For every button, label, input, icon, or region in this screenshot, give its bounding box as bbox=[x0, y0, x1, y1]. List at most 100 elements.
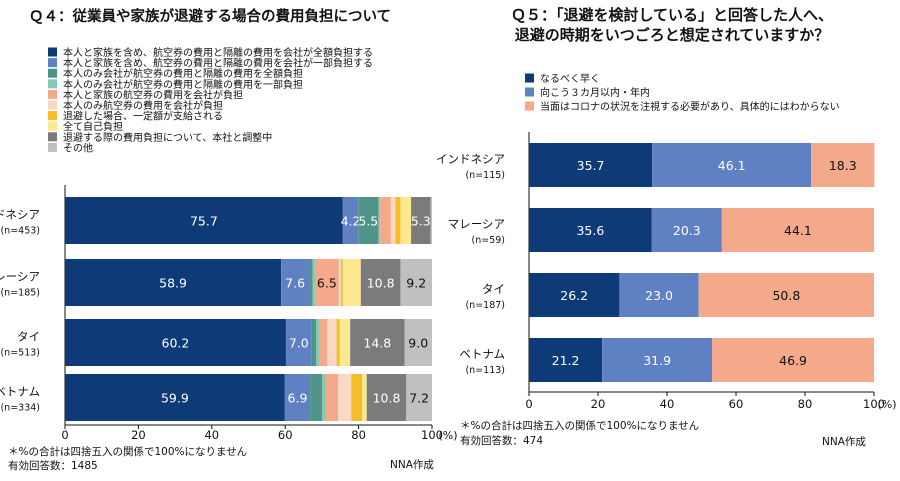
q4-category-label-2: マレーシア bbox=[0, 270, 40, 284]
q4-bar-2-seg-6 bbox=[338, 259, 341, 306]
q4-bar-2-seg-8 bbox=[342, 259, 361, 306]
q5-bar-4-seg-1-label: 21.2 bbox=[552, 353, 580, 368]
q4-bar-3-seg-4 bbox=[316, 319, 319, 366]
q4-bar-3-seg-8 bbox=[339, 319, 351, 366]
q4-chart-title: Ｑ４：従業員や家族が退避する場合の費用負担について bbox=[29, 7, 391, 25]
q4-legend-swatch-4 bbox=[48, 79, 57, 89]
q4-bar-4-seg-10-label: 7.2 bbox=[409, 391, 429, 406]
q4-bar-3-seg-2 bbox=[285, 319, 312, 366]
q4-legend-swatch-2 bbox=[48, 58, 57, 68]
q5-category-label-1: インドネシア bbox=[436, 152, 505, 166]
q4-bar-2-seg-3 bbox=[309, 259, 313, 306]
q5-legend-swatch-2 bbox=[525, 87, 534, 97]
q4-bar-1-seg-8 bbox=[400, 197, 412, 244]
q4-legend-label-10: その他 bbox=[63, 141, 93, 154]
q4-bar-2-seg-2-label: 7.6 bbox=[285, 276, 305, 291]
q4-bar-1-seg-6 bbox=[390, 197, 396, 244]
q5-category-n-3: (n=187) bbox=[465, 300, 505, 311]
q4-legend-label-1: 本人と家族を含め、航空券の費用と隔離の費用を会社が全額負担する bbox=[63, 46, 373, 59]
q5-footnote: ＊%の合計は四捨五入の関係で100%になりません bbox=[460, 419, 699, 432]
q5-bar-2-seg-3 bbox=[721, 208, 874, 252]
q4-x-tick-label-100: 100 bbox=[421, 428, 443, 442]
q4-legend-label-4: 本人のみ会社が航空券の費用と隔離の費用を一部負担 bbox=[63, 78, 303, 91]
q4-legend-swatch-8 bbox=[48, 121, 57, 131]
q4-bar-2-seg-4 bbox=[312, 259, 315, 306]
q4-bar-4-seg-1-label: 59.9 bbox=[161, 391, 189, 406]
q5-bar-1-seg-1 bbox=[529, 143, 653, 187]
q4-category-n-4: (n=334) bbox=[0, 403, 40, 414]
q4-category-label-1: インドネシア bbox=[0, 208, 40, 222]
q4-legend-label-8: 全て自己負担 bbox=[63, 120, 123, 133]
q5-bar-2-seg-1-label: 35.6 bbox=[576, 223, 604, 238]
q4-legend-label-2: 本人と家族を含め、航空券の費用と隔離の費用を会社が一部負担する bbox=[63, 57, 373, 70]
q5-chart-title: Ｑ５：「退避を検討している」と回答した人へ、 bbox=[511, 6, 833, 24]
q4-bar-3-seg-9-label: 14.8 bbox=[363, 336, 391, 351]
q4-bar-4-seg-4 bbox=[322, 374, 326, 421]
q5-bar-3-seg-3-label: 50.8 bbox=[772, 288, 800, 303]
q5-bar-4-seg-2 bbox=[602, 338, 713, 382]
q4-bar-3-seg-2-label: 7.0 bbox=[289, 336, 309, 351]
q4-bar-1-seg-2-label: 4.2 bbox=[341, 214, 361, 229]
q5-x-tick-label-80: 80 bbox=[798, 397, 813, 411]
q5-bar-3-seg-2-label: 23.0 bbox=[645, 288, 673, 303]
q4-legend-swatch-5 bbox=[48, 89, 57, 99]
q4-bar-4-seg-7 bbox=[351, 374, 363, 421]
q5-category-n-4: (n=113) bbox=[465, 365, 505, 376]
q4-bar-2-seg-9-label: 10.8 bbox=[367, 276, 395, 291]
q5-legend-swatch-3 bbox=[525, 101, 534, 111]
q5-bar-4-seg-1 bbox=[529, 338, 603, 382]
q5-bar-3-seg-2 bbox=[619, 273, 699, 317]
q5-bar-1-seg-3-label: 18.3 bbox=[829, 158, 857, 173]
q5-bar-4-seg-3 bbox=[712, 338, 874, 382]
q4-legend-swatch-3 bbox=[48, 68, 57, 78]
q4-bar-4-seg-2-label: 6.9 bbox=[288, 391, 308, 406]
q5-bar-1-seg-1-label: 35.7 bbox=[577, 158, 605, 173]
q4-footnote: ＊%の合計は四捨五入の関係で100%になりません bbox=[8, 445, 247, 458]
q5-bar-3-seg-1 bbox=[529, 273, 620, 317]
q4-credit: NNA作成 bbox=[390, 459, 434, 471]
q5-credit: NNA作成 bbox=[822, 436, 866, 448]
q4-bar-3-seg-5 bbox=[318, 319, 328, 366]
q4-bar-3-seg-10 bbox=[404, 319, 432, 366]
q4-legend-swatch-1 bbox=[48, 47, 57, 57]
q5-bar-2-seg-1 bbox=[529, 208, 652, 252]
q4-bar-2-seg-9 bbox=[360, 259, 401, 306]
q5-legend-label-3: 当面はコロナの状況を注視する必要があり、具体的にはわからない bbox=[540, 100, 840, 113]
q4-x-tick-label-0: 0 bbox=[61, 428, 68, 442]
q4-bar-4-seg-9-label: 10.8 bbox=[373, 391, 401, 406]
q5-bar-1-seg-2-label: 46.1 bbox=[718, 158, 746, 173]
q4-legend-label-5: 本人と家族の航空券の費用を会社が負担 bbox=[63, 88, 243, 101]
q4-legend-label-9: 退避する際の費用負担について、本社と調整中 bbox=[63, 131, 272, 144]
q4-bar-1-seg-1-label: 75.7 bbox=[190, 214, 218, 229]
q5-bar-2-seg-2-label: 20.3 bbox=[673, 223, 701, 238]
q4-category-label-4: ベトナム bbox=[0, 385, 40, 399]
q5-bar-3-seg-1-label: 26.2 bbox=[560, 288, 588, 303]
q4-bar-4-seg-2 bbox=[284, 374, 311, 421]
q4-bar-3-seg-1 bbox=[65, 319, 286, 366]
q5-bar-4-seg-2-label: 31.9 bbox=[643, 353, 671, 368]
q5-x-tick-label-40: 40 bbox=[660, 397, 675, 411]
q4-x-tick-label-80: 80 bbox=[351, 428, 366, 442]
q4-bar-1-seg-2 bbox=[342, 197, 359, 244]
q4-x-tick-label-20: 20 bbox=[131, 428, 146, 442]
q4-bar-2-seg-1-label: 58.9 bbox=[159, 276, 187, 291]
q5-bar-4-seg-3-label: 46.9 bbox=[779, 353, 807, 368]
q4-bar-2-seg-7 bbox=[340, 259, 343, 306]
q4-bar-1-seg-9-label: 5.3 bbox=[411, 214, 431, 229]
q5-bar-1-seg-3 bbox=[811, 143, 875, 187]
q5-category-label-4: ベトナム bbox=[459, 347, 505, 361]
q4-legend-swatch-9 bbox=[48, 132, 57, 142]
q4-x-unit-label: (%) bbox=[438, 429, 457, 442]
q4-bar-3-seg-3 bbox=[311, 319, 317, 366]
q4-bar-3-seg-6 bbox=[327, 319, 337, 366]
q4-bar-3-seg-1-label: 60.2 bbox=[162, 336, 190, 351]
q4-bar-4-seg-6 bbox=[338, 374, 352, 421]
q5-x-tick-label-20: 20 bbox=[591, 397, 606, 411]
q5-legend-label-2: 向こう３カ月以内・年内 bbox=[540, 86, 650, 99]
q5-bar-2-seg-2 bbox=[651, 208, 722, 252]
q4-bar-3-seg-9 bbox=[350, 319, 405, 366]
q4-bar-4-seg-9 bbox=[366, 374, 407, 421]
q4-x-tick-label-40: 40 bbox=[204, 428, 219, 442]
q4-bar-1-seg-3-label: 5.5 bbox=[358, 214, 378, 229]
